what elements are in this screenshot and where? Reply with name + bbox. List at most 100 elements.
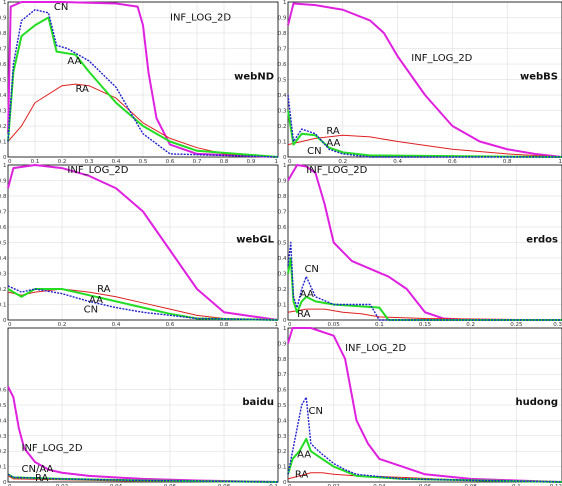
y-tick-label: 0.9 bbox=[278, 16, 287, 22]
series-line-AA bbox=[7, 16, 279, 158]
y-tick-label: 0.5 bbox=[0, 241, 7, 247]
x-tick-label: 0.4 bbox=[112, 322, 121, 328]
y-tick-label: 0.4 bbox=[0, 93, 7, 99]
x-tick-label: 0.2 bbox=[466, 322, 475, 328]
series-line-RA bbox=[287, 308, 562, 321]
y-tick-label: 0.7 bbox=[0, 210, 7, 216]
panel-title: webBS bbox=[520, 72, 558, 83]
x-tick-label: 0 bbox=[8, 484, 12, 486]
y-tick-label: 0.6 bbox=[278, 388, 287, 394]
chart-panel-hudong: 0 0.02 0.04 0.06 0.08 0.1 0.12 0 0.1 0.2 0.3 0.4 0.5… bbox=[278, 326, 562, 486]
y-tick-label: 0.7 bbox=[278, 210, 287, 216]
series-annotation: INF_LOG_2D bbox=[170, 13, 231, 24]
y-tick-label: 0.1 bbox=[0, 465, 7, 471]
y-tick-label: 0.7 bbox=[278, 47, 287, 53]
y-tick-label: 0.8 bbox=[278, 31, 287, 37]
y-tick-label: 0.3 bbox=[278, 109, 287, 115]
y-tick-label: 0.8 bbox=[0, 31, 7, 37]
series-annotation: AA bbox=[297, 449, 311, 460]
series-annotation: AA bbox=[89, 295, 103, 306]
series-line-INF_LOG_2D bbox=[7, 164, 279, 321]
series-line-CN bbox=[7, 9, 279, 158]
panel-title: webGL bbox=[236, 235, 274, 246]
y-tick-label: 0.5 bbox=[0, 78, 7, 84]
chart-panel-webGL: 0 0.2 0.4 0.6 0.8 1 0 0.1 0.2 0.3 0.4 0.5 0.6 0.7 0.8 0… bbox=[0, 163, 279, 328]
x-tick-label: 0.5 bbox=[139, 159, 148, 165]
y-tick-label: 0.3 bbox=[278, 272, 287, 278]
y-tick-label: 0 bbox=[3, 480, 7, 486]
x-tick-label: 1 bbox=[275, 322, 279, 328]
y-tick-label: 0.1 bbox=[0, 140, 7, 146]
panel-title: baidu bbox=[242, 397, 274, 408]
x-tick-label: 1 bbox=[275, 159, 279, 165]
y-tick-label: 0.3 bbox=[0, 272, 7, 278]
x-tick-label: 0.04 bbox=[110, 484, 123, 486]
series-line-CN bbox=[7, 285, 279, 321]
series-line-INF_LOG_2D bbox=[7, 1, 279, 158]
y-tick-label: 0 bbox=[3, 155, 7, 161]
y-tick-label: 0.4 bbox=[278, 256, 287, 262]
x-tick-label: 0.6 bbox=[448, 159, 457, 165]
y-tick-label: 0.9 bbox=[0, 16, 7, 22]
y-tick-label: 0.2 bbox=[278, 449, 287, 455]
y-tick-label: 0.6 bbox=[278, 225, 287, 231]
x-tick-label: 0 bbox=[288, 159, 292, 165]
y-tick-label: 0 bbox=[3, 318, 7, 324]
x-tick-label: 0.4 bbox=[393, 159, 402, 165]
y-tick-label: 0.9 bbox=[0, 179, 7, 185]
x-tick-label: 0.02 bbox=[328, 484, 340, 486]
x-tick-label: 0.04 bbox=[373, 484, 386, 486]
series-annotation: RA bbox=[297, 309, 311, 320]
plot-frame bbox=[7, 327, 279, 483]
x-tick-label: 0.08 bbox=[218, 484, 231, 486]
y-tick-label: 1 bbox=[3, 163, 7, 169]
x-tick-label: 0.3 bbox=[553, 322, 562, 328]
y-tick-label: 1 bbox=[283, 0, 287, 6]
x-tick-label: 0 bbox=[288, 322, 292, 328]
plot-frame bbox=[287, 327, 562, 483]
y-tick-label: 0 bbox=[283, 480, 287, 486]
series-line-RA bbox=[287, 134, 562, 158]
series-line-AA bbox=[7, 288, 279, 321]
x-tick-label: 0.06 bbox=[164, 484, 177, 486]
y-tick-label: 0.4 bbox=[0, 418, 7, 424]
series-annotation: RA bbox=[35, 473, 49, 484]
x-tick-label: 0.3 bbox=[85, 159, 94, 165]
x-tick-label: 0 bbox=[8, 159, 12, 165]
series-annotation: CN/AA bbox=[22, 464, 54, 475]
series-annotation: CN bbox=[307, 146, 321, 157]
y-tick-label: 0.3 bbox=[278, 434, 287, 440]
y-tick-label: 0.2 bbox=[278, 124, 287, 130]
x-tick-label: 0.8 bbox=[503, 159, 512, 165]
y-tick-label: 0 bbox=[283, 155, 287, 161]
y-tick-label: 1 bbox=[283, 326, 287, 332]
y-tick-label: 0.6 bbox=[0, 388, 7, 394]
y-tick-label: 0.5 bbox=[278, 78, 287, 84]
x-tick-label: 0.1 bbox=[375, 322, 384, 328]
x-tick-label: 0.25 bbox=[510, 322, 523, 328]
x-tick-label: 0.8 bbox=[220, 322, 229, 328]
x-tick-label: 0.08 bbox=[465, 484, 478, 486]
x-tick-label: 0.12 bbox=[550, 484, 562, 486]
x-tick-label: 0.2 bbox=[338, 159, 347, 165]
series-line-CN bbox=[7, 473, 279, 483]
y-tick-label: 0.3 bbox=[0, 109, 7, 115]
series-annotation: AA bbox=[300, 289, 314, 300]
y-tick-label: 0.2 bbox=[0, 449, 7, 455]
y-tick-label: 0 bbox=[283, 318, 287, 324]
x-tick-label: 0.02 bbox=[56, 484, 68, 486]
series-annotation: AA bbox=[326, 138, 340, 149]
y-tick-label: 0.4 bbox=[278, 93, 287, 99]
x-tick-label: 0 bbox=[288, 484, 292, 486]
panel-title: erdos bbox=[526, 235, 558, 246]
y-tick-label: 0.7 bbox=[0, 47, 7, 53]
y-tick-label: 0.6 bbox=[0, 225, 7, 231]
series-annotation: INF_LOG_2D bbox=[306, 165, 367, 176]
series-annotation: RA bbox=[97, 284, 111, 295]
y-tick-label: 0.1 bbox=[0, 303, 7, 309]
x-tick-label: 0.6 bbox=[166, 159, 175, 165]
x-tick-label: 0.1 bbox=[512, 484, 521, 486]
series-line-CN bbox=[287, 94, 562, 158]
series-line-INF_LOG_2D bbox=[287, 164, 562, 321]
